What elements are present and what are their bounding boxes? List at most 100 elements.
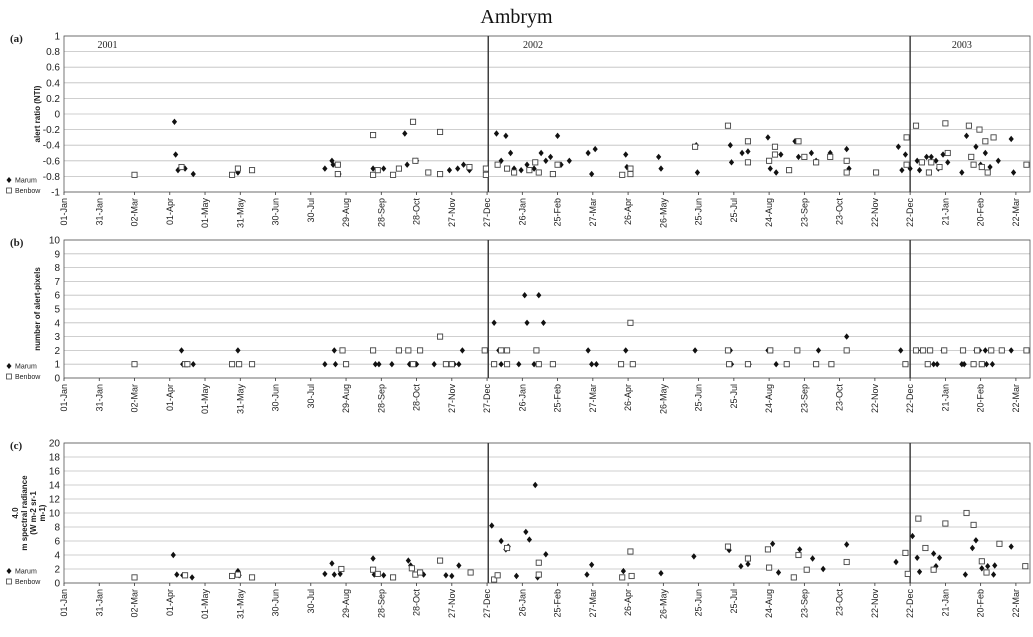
benbow-point: [248, 361, 256, 368]
x-tick-label: 30-Jul: [306, 384, 316, 409]
benbow-point: [467, 569, 474, 576]
benbow-point: [918, 159, 925, 166]
marum-point: [516, 361, 522, 368]
marum-point: [589, 170, 595, 178]
benbow-point: [437, 128, 444, 135]
x-tick-label: 22-Mar: [1011, 384, 1021, 413]
marum-point: [809, 555, 816, 562]
marum-point: [982, 149, 988, 157]
x-tick-label: 22-Dec: [905, 589, 915, 619]
benbow-point: [744, 159, 752, 166]
marum-point: [778, 151, 784, 158]
marum-point: [381, 165, 387, 172]
marum-point: [979, 565, 985, 572]
x-tick-label: 23-Oct: [835, 198, 845, 226]
marum-point: [973, 143, 979, 150]
x-tick-label: 26-May: [658, 384, 668, 415]
legend-label-benbow: Benbow: [15, 579, 41, 586]
marum-point: [370, 555, 376, 562]
marum-point: [322, 570, 328, 578]
marum-point: [775, 569, 782, 576]
year-label: 2002: [523, 40, 543, 51]
benbow-point: [902, 361, 909, 368]
benbow-point: [744, 555, 752, 562]
benbow-point: [843, 558, 850, 566]
y-tick-label: 4: [54, 318, 60, 329]
x-tick-label: 28-Oct: [412, 198, 422, 226]
benbow-point: [390, 574, 397, 581]
benbow-point: [970, 521, 977, 528]
benbow-point: [843, 157, 850, 164]
marum-point: [503, 132, 509, 140]
year-label: 2003: [952, 40, 972, 51]
x-tick-label: 01-May: [200, 384, 210, 415]
marum-point: [491, 319, 497, 326]
marum-point: [455, 165, 461, 172]
benbow-point: [915, 515, 922, 522]
marum-point: [456, 361, 462, 368]
marum-point: [893, 558, 899, 566]
x-tick-label: 21-Jan: [940, 384, 950, 412]
benbow-point: [942, 120, 949, 127]
benbow-point: [549, 171, 556, 178]
marum-point: [808, 149, 815, 157]
benbow-point: [996, 540, 1003, 547]
marum-point: [536, 292, 542, 299]
benbow-point: [764, 546, 771, 553]
benbow-point: [978, 163, 985, 171]
x-tick-label: 30-Jun: [271, 384, 281, 412]
benbow-point: [437, 557, 444, 564]
marum-point: [844, 541, 850, 548]
y-tick-label: -1: [51, 188, 60, 199]
marum-point: [945, 159, 951, 166]
marum-point: [916, 568, 923, 575]
benbow-point: [131, 361, 138, 368]
year-label: 2001: [98, 40, 118, 51]
benbow-point: [963, 509, 970, 517]
marum-point: [332, 361, 339, 368]
marum-point: [990, 571, 997, 578]
y-tick-label: 2: [54, 346, 60, 357]
benbow-point: [998, 347, 1005, 354]
x-tick-label: 01-Jan: [59, 198, 69, 226]
benbow-point: [370, 566, 377, 573]
marum-point: [190, 170, 196, 178]
marum-point: [1008, 135, 1014, 143]
y-tick-label: 0.6: [46, 63, 60, 74]
marum-point: [962, 571, 968, 578]
x-tick-label: 22-Nov: [870, 589, 880, 619]
benbow-point: [766, 157, 773, 164]
benbow-point: [827, 153, 834, 160]
marum-point: [694, 169, 701, 176]
panel-label: (b): [10, 237, 24, 249]
panel-label: (c): [10, 440, 23, 452]
marum-point: [815, 347, 822, 354]
marum-point: [895, 143, 901, 150]
marum-point: [446, 166, 453, 174]
benbow-point: [724, 543, 732, 550]
x-tick-label: 22-Dec: [905, 384, 915, 414]
benbow-point: [1023, 347, 1030, 354]
x-tick-label: 28-Sep: [376, 589, 386, 618]
x-tick-label: 28-Oct: [412, 589, 422, 617]
benbow-point: [234, 165, 241, 172]
x-tick-label: 01-May: [200, 198, 210, 229]
benbow-point: [974, 347, 981, 354]
marum-point: [592, 145, 598, 153]
marum-point: [524, 319, 530, 326]
legend-label-marum: Marum: [15, 178, 37, 185]
benbow-point: [491, 361, 498, 368]
marum-point: [566, 157, 572, 164]
y-tick-label: 2: [54, 565, 60, 576]
y-tick-label: 8: [54, 263, 60, 274]
benbow-point: [628, 572, 635, 580]
benbow-point: [978, 558, 985, 565]
benbow-point: [978, 361, 985, 368]
marum-point: [931, 361, 937, 368]
benbow-point: [873, 169, 880, 176]
marum-point: [404, 161, 410, 168]
marum-point: [498, 361, 504, 368]
x-tick-label: 26-Jan: [517, 384, 527, 412]
benbow-point: [843, 347, 850, 354]
